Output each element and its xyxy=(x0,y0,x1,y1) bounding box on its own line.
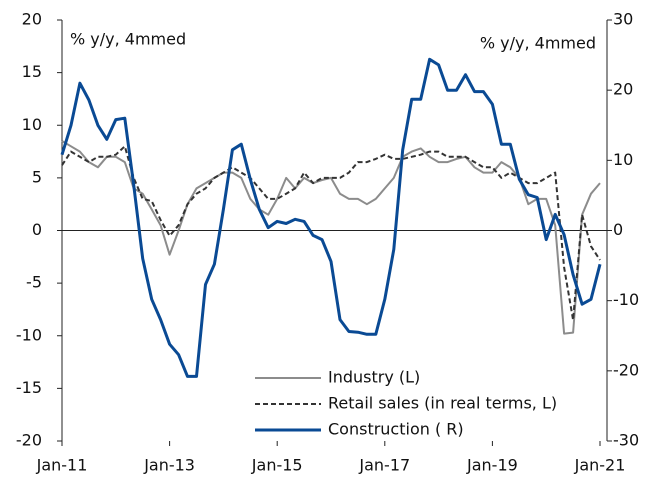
y-tick-label: -10 xyxy=(16,325,42,344)
y-tick-label: 10 xyxy=(22,115,42,134)
x-tick-label: Jan-15 xyxy=(251,456,303,475)
y-tick-label: -20 xyxy=(16,431,42,450)
y2-tick-label: -30 xyxy=(613,431,639,450)
series-line xyxy=(61,140,601,335)
x-tick-label: Jan-19 xyxy=(466,456,518,475)
y-tick-label: -5 xyxy=(26,273,42,292)
y-tick-label: 20 xyxy=(22,10,42,29)
y2-tick-label: -10 xyxy=(613,290,639,309)
y-tick-label: 15 xyxy=(22,62,42,81)
annotation: % y/y, 4mmed xyxy=(480,34,596,53)
y-tick-label: 5 xyxy=(32,167,42,186)
annotation: % y/y, 4mmed xyxy=(70,30,186,49)
legend-label: Construction ( R) xyxy=(328,420,464,439)
y-tick-label: 0 xyxy=(32,220,42,239)
y-tick-label: -15 xyxy=(16,378,42,397)
x-tick-label: Jan-11 xyxy=(36,456,88,475)
x-tick-label: Jan-21 xyxy=(574,456,626,475)
x-tick-label: Jan-17 xyxy=(358,456,410,475)
y2-tick-label: -20 xyxy=(613,360,639,379)
legend-label: Industry (L) xyxy=(328,368,420,387)
y2-tick-label: 20 xyxy=(613,80,633,99)
y2-tick-label: 0 xyxy=(613,220,623,239)
y2-tick-label: 30 xyxy=(613,10,633,29)
x-tick-label: Jan-13 xyxy=(143,456,195,475)
series-line xyxy=(60,57,602,378)
series-line xyxy=(61,145,601,321)
legend-label: Retail sales (in real terms, L) xyxy=(328,394,557,413)
y2-tick-label: 10 xyxy=(613,150,633,169)
